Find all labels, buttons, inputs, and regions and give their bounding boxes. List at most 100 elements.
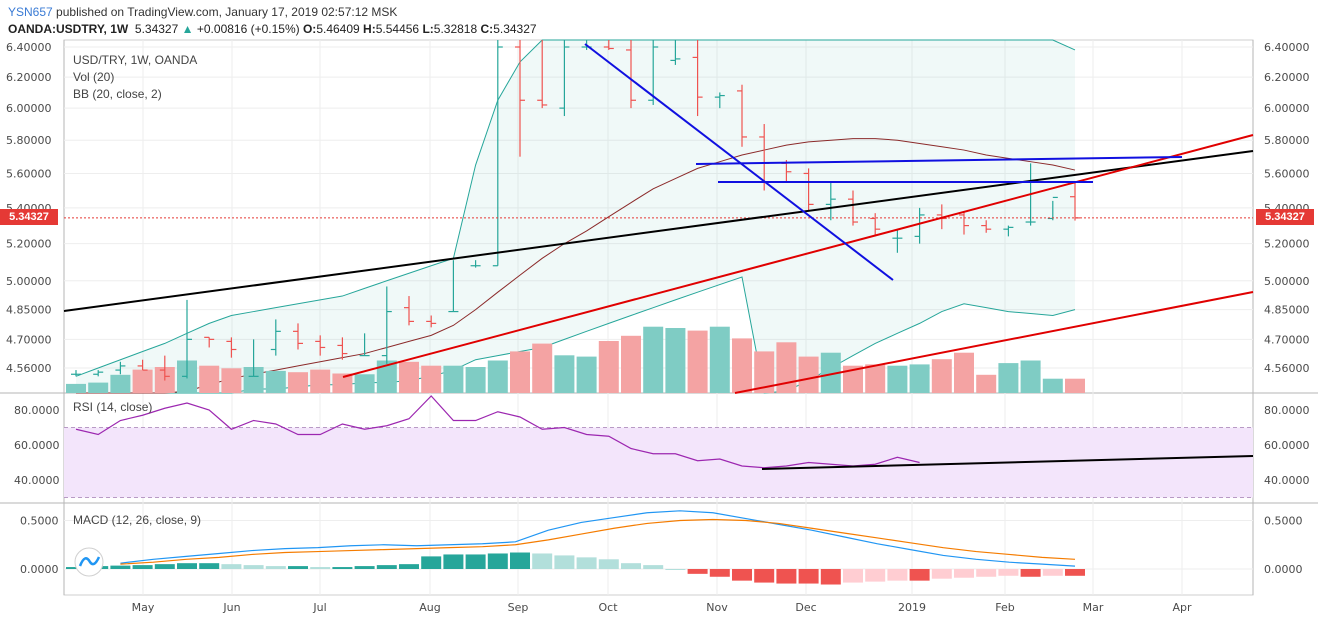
x-tick-label: Feb [995,601,1014,614]
open-value: 5.46409 [316,22,360,36]
y-tick-label-right: 6.20000 [1264,71,1310,84]
macd-histogram-bar [1020,569,1041,577]
volume-bar [687,330,708,393]
volume-bar [1020,360,1041,393]
x-tick-label: Aug [419,601,440,614]
rsi-line [75,395,920,469]
macd-tick-right: 0.5000 [1264,515,1303,528]
rsi-tick-left: 60.0000 [14,439,60,452]
ohlc-bar [914,207,925,244]
ohlc-bar [137,359,148,371]
rsi-tick-left: 40.0000 [14,474,60,487]
rsi-tick-left: 80.0000 [14,404,60,417]
x-tick-label: 2019 [898,601,926,614]
volume-bar [732,338,752,393]
volume-bar [332,373,353,393]
volume-bar [510,351,530,393]
macd-histogram-bar [754,569,775,583]
rsi-band [64,427,1253,498]
up-arrow-icon: ▲ [181,22,194,36]
legend-rsi[interactable]: RSI (14, close) [73,400,153,414]
volume-bar [621,335,641,393]
macd-tick-left: 0.5000 [20,515,59,528]
macd-histogram-bar [487,553,508,569]
volume-bar [931,359,952,393]
volume-bar [909,364,930,393]
macd-tick-left: 0.0000 [20,563,59,576]
macd-histogram-bar [865,569,886,582]
rsi-tick-right: 60.0000 [1264,439,1310,452]
macd-histogram-bar [820,569,841,585]
macd-histogram-bar [421,556,442,569]
ohlc-bar [226,337,237,358]
y-tick-label-right: 6.40000 [1264,41,1310,54]
legend-main[interactable]: USD/TRY, 1W, OANDA [73,53,198,67]
x-tick-label: Dec [795,601,816,614]
macd-histogram-bar [177,563,197,569]
volume-bar [798,356,819,393]
y-tick-label-left: 5.80000 [6,134,52,147]
rsi-tick-right: 80.0000 [1264,404,1310,417]
y-tick-label-left: 6.20000 [6,71,52,84]
volume-bar [354,374,375,393]
volume-bar [976,374,997,393]
ohlc-bar [315,335,326,356]
y-tick-label-right: 5.80000 [1264,134,1310,147]
macd-histogram-bar [465,554,486,569]
high-label: H: [363,22,376,36]
macd-histogram-bar [332,567,353,569]
volume-bar [132,369,153,393]
macd-histogram-bar [532,553,553,569]
ohlc-bar [248,339,259,377]
y-tick-label-right: 4.70000 [1264,333,1310,346]
volume-bar [243,367,264,393]
volume-bar [843,365,863,393]
ohlc-bar [559,40,570,117]
volume-bar [709,326,730,393]
last-price: 5.34327 [134,22,179,36]
y-tick-label-left: 5.60000 [6,167,52,180]
volume-bar [954,352,974,393]
y-tick-label-left: 5.20000 [6,238,52,251]
y-tick-label-left: 4.85000 [6,304,52,317]
legend-volume[interactable]: Vol (20) [73,70,115,84]
ohlc-bar [71,370,81,377]
ohlc-bar [337,337,348,360]
y-tick-label-right: 4.85000 [1264,304,1310,317]
x-tick-label: Apr [1172,601,1192,614]
rsi-tick-right: 40.0000 [1264,474,1310,487]
macd-histogram-bar [643,565,664,569]
volume-bar [554,355,575,393]
volume-bar [665,328,686,393]
volume-bar [487,360,508,393]
trendline-red-upper [342,134,1254,378]
ohlc-bar [515,40,525,157]
legend-macd[interactable]: MACD (12, 26, close, 9) [73,513,202,527]
ohlc-bar [426,315,437,328]
macd-tick-right: 0.0000 [1264,563,1303,576]
y-tick-label-left: 6.00000 [6,102,52,115]
volume-bar [66,383,86,393]
ohlc-bar [270,319,281,356]
volume-bar [399,361,419,393]
logo-wave [78,556,101,567]
rsi-trendline [761,455,1254,470]
macd-histogram-bar [665,569,686,570]
legend-bb[interactable]: BB (20, close, 2) [73,87,162,101]
open-label: O: [302,22,317,36]
volume-bar [532,343,553,393]
bb-basis-line [76,138,1076,394]
signal-line [120,518,1076,565]
ohlc-bar [470,260,481,268]
macd-histogram-bar [310,567,331,569]
ohlc-bar [692,40,703,117]
macd-histogram-bar [1065,569,1085,576]
author-link[interactable]: YSN657 [8,5,53,19]
ohlc-bar [1047,196,1058,221]
macd-histogram-bar [709,569,730,577]
ohlc-bar [492,40,503,267]
macd-histogram-bar [909,569,930,581]
bb-upper-line [75,39,1076,377]
volume-bar [998,363,1019,393]
